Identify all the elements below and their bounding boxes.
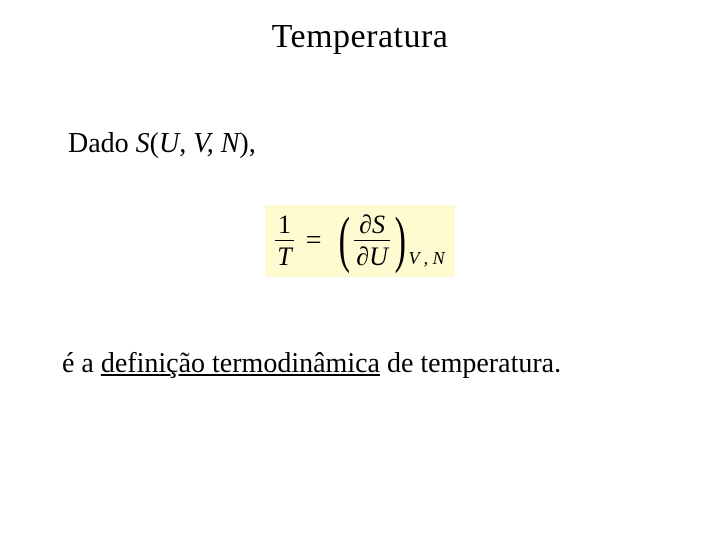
subscript-vn: V , N <box>409 248 445 269</box>
lhs-fraction-bar <box>275 240 293 241</box>
lhs-denominator: T <box>275 243 293 270</box>
lhs-fraction: 1 T <box>275 211 293 271</box>
partial-fraction: ∂S ∂U <box>354 211 390 271</box>
conclusion-underlined: definição termodinâmica <box>101 348 380 379</box>
partial-symbol-bot: ∂ <box>356 242 369 271</box>
conclusion-post: de temperatura. <box>380 348 561 379</box>
partial-num-var: S <box>372 210 385 239</box>
partial-fraction-bar <box>354 240 390 241</box>
right-paren: ) <box>395 216 406 266</box>
given-args: U, V, N <box>159 128 239 159</box>
lhs-numerator: 1 <box>276 211 293 238</box>
conclusion-line: é a definição termodinâmica de temperatu… <box>62 348 561 380</box>
rhs-paren-group: ( ∂S ∂U ) V , N <box>334 211 445 271</box>
partial-denominator: ∂U <box>354 243 390 270</box>
partial-symbol-top: ∂ <box>359 210 372 239</box>
slide: Temperatura Dado S(U, V, N), 1 T = ( ∂S … <box>0 0 720 540</box>
given-line: Dado S(U, V, N), <box>68 128 256 160</box>
partial-numerator: ∂S <box>357 211 387 238</box>
slide-title: Temperatura <box>0 18 720 56</box>
partial-den-var: U <box>369 242 388 271</box>
conclusion-pre: é a <box>62 348 101 379</box>
given-open: ( <box>150 128 159 159</box>
given-close: ), <box>239 128 255 159</box>
equation-box: 1 T = ( ∂S ∂U ) V , N <box>265 205 454 277</box>
given-func: S <box>136 128 150 159</box>
equals-sign: = <box>304 225 324 257</box>
left-paren: ( <box>338 216 349 266</box>
equation-row: 1 T = ( ∂S ∂U ) V , N <box>0 205 720 277</box>
given-prefix: Dado <box>68 128 136 159</box>
